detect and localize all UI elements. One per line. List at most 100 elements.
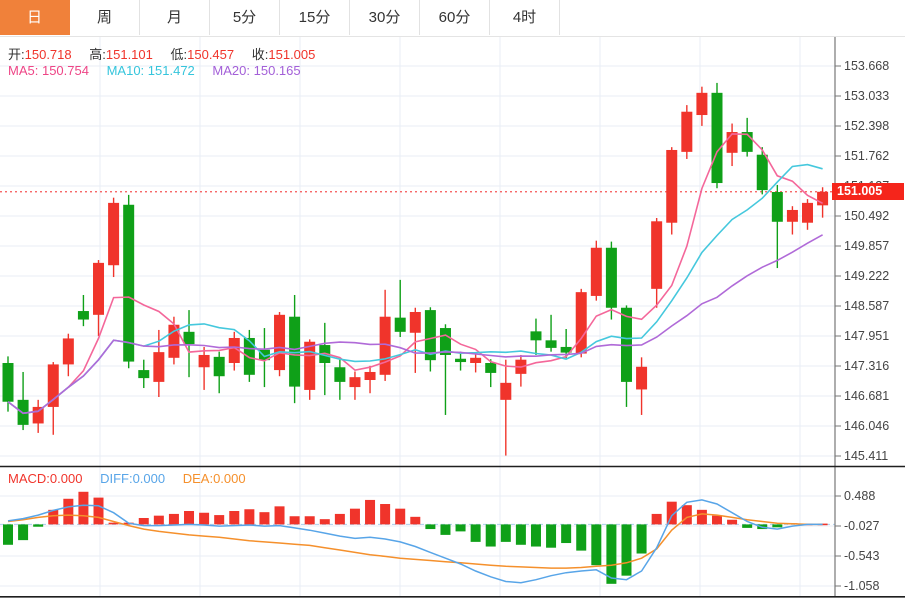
candle-body bbox=[108, 202, 120, 266]
tab-4hour[interactable]: 4时 bbox=[490, 0, 560, 35]
macd-bar bbox=[621, 524, 632, 576]
ma5-line bbox=[7, 133, 823, 415]
candle-body bbox=[2, 362, 14, 402]
tab-day[interactable]: 日 bbox=[0, 0, 70, 35]
candle-body bbox=[590, 247, 602, 296]
macd-bar bbox=[108, 522, 119, 525]
macd-bar bbox=[591, 524, 602, 566]
macd-bar bbox=[48, 509, 59, 525]
macd-bar bbox=[636, 524, 647, 554]
macd-bar bbox=[395, 508, 406, 525]
macd-bar bbox=[199, 512, 210, 525]
candle-body bbox=[243, 337, 255, 375]
candle-body bbox=[470, 357, 482, 363]
price-tick-label: 147.951 bbox=[844, 329, 889, 343]
macd-bar bbox=[184, 511, 195, 525]
macd-bar bbox=[244, 509, 255, 525]
candle-body bbox=[771, 192, 783, 222]
candle-body bbox=[817, 191, 829, 206]
tab-month[interactable]: 月 bbox=[140, 0, 210, 35]
tab-5min[interactable]: 5分 bbox=[210, 0, 280, 35]
candle-body bbox=[439, 328, 451, 355]
candle-body bbox=[349, 377, 361, 388]
candle-body bbox=[334, 367, 346, 382]
timeframe-tabbar: 日周月 5分 15分 30分 60分 4时 bbox=[0, 0, 905, 37]
macd-bar bbox=[485, 524, 496, 547]
candle-body bbox=[424, 310, 436, 361]
candle-body bbox=[500, 382, 512, 400]
macd-bar bbox=[561, 524, 572, 544]
macd-bar bbox=[425, 524, 436, 530]
tab-30min[interactable]: 30分 bbox=[350, 0, 420, 35]
candle-body bbox=[786, 209, 798, 222]
macd-bar bbox=[289, 516, 300, 525]
macd-tick-label: 0.488 bbox=[844, 489, 875, 503]
price-tick-label: 151.762 bbox=[844, 149, 889, 163]
candle-body bbox=[802, 202, 814, 223]
candle-body bbox=[605, 247, 617, 308]
price-tick-label: 149.857 bbox=[844, 239, 889, 253]
candle-body bbox=[726, 132, 738, 153]
macd-bar bbox=[3, 524, 13, 545]
price-tick-label: 145.411 bbox=[844, 449, 888, 463]
macd-bar bbox=[651, 513, 662, 525]
macd-bar bbox=[666, 501, 677, 525]
macd-bar bbox=[470, 524, 481, 542]
candle-body bbox=[530, 331, 542, 341]
macd-bar bbox=[259, 512, 270, 525]
candle-body bbox=[711, 92, 723, 184]
macd-bar bbox=[138, 517, 149, 525]
macd-bar bbox=[78, 491, 89, 525]
candle-body bbox=[47, 364, 59, 407]
diff-curve bbox=[7, 499, 823, 584]
candle-body bbox=[756, 154, 768, 191]
macd-tick-label: -0.027 bbox=[844, 519, 879, 533]
macd-bar bbox=[93, 497, 104, 525]
tab-60min[interactable]: 60分 bbox=[420, 0, 490, 35]
macd-bar bbox=[727, 519, 738, 525]
macd-bar bbox=[304, 516, 315, 525]
candle-body bbox=[409, 311, 421, 333]
candle-body bbox=[379, 316, 391, 375]
candle-body bbox=[696, 92, 708, 116]
macd-bar bbox=[380, 504, 391, 525]
macd-bar bbox=[515, 524, 526, 545]
macd-bar bbox=[214, 515, 225, 525]
macd-bar bbox=[696, 509, 707, 525]
price-tick-label: 150.492 bbox=[844, 209, 889, 223]
last-price-badge: 151.005 bbox=[832, 183, 904, 200]
candle-body bbox=[485, 362, 497, 373]
candle-body bbox=[123, 204, 135, 362]
macd-bar bbox=[33, 524, 44, 527]
candle-body bbox=[138, 370, 150, 379]
macd-tick-label: -0.543 bbox=[844, 549, 879, 563]
tab-week[interactable]: 周 bbox=[70, 0, 140, 35]
macd-bar bbox=[63, 498, 74, 525]
candle-body bbox=[560, 346, 572, 353]
macd-bar bbox=[319, 519, 330, 525]
candle-body bbox=[741, 132, 753, 152]
candle-body bbox=[636, 366, 648, 390]
candle-body bbox=[168, 324, 180, 358]
candle-body bbox=[213, 356, 225, 377]
candle-body bbox=[304, 341, 316, 390]
macd-bar bbox=[365, 499, 376, 525]
candle-body bbox=[258, 349, 270, 361]
macd-bar bbox=[153, 515, 164, 525]
price-tick-label: 147.316 bbox=[844, 359, 889, 373]
candle-body bbox=[183, 331, 195, 345]
macd-bar bbox=[455, 524, 466, 532]
macd-bar bbox=[274, 506, 285, 525]
macd-bar bbox=[681, 505, 692, 525]
candle-body bbox=[545, 340, 557, 348]
macd-bar bbox=[576, 524, 587, 551]
tab-15min[interactable]: 15分 bbox=[280, 0, 350, 35]
candle-body bbox=[93, 262, 105, 315]
candle-body bbox=[575, 292, 587, 354]
price-tick-label: 153.033 bbox=[844, 89, 889, 103]
price-tick-label: 153.668 bbox=[844, 59, 889, 73]
candle-body bbox=[289, 316, 301, 387]
price-tick-label: 146.046 bbox=[844, 419, 889, 433]
